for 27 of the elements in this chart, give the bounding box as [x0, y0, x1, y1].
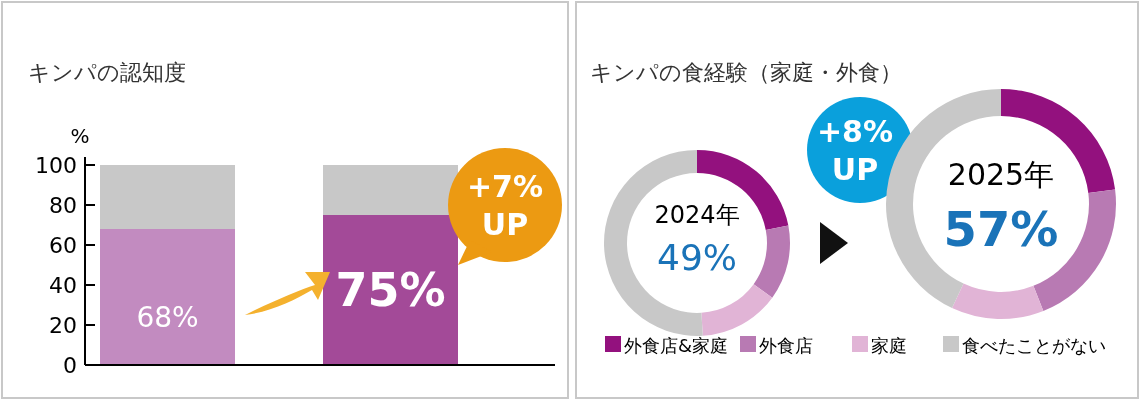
- data-label: 75%: [335, 263, 446, 317]
- text: +8% UP: [816, 113, 894, 187]
- donut-slice: [701, 284, 773, 336]
- y-axis-title: %: [70, 124, 90, 148]
- y-tick-label: 60: [49, 232, 77, 258]
- y-tick-label: 0: [63, 352, 77, 378]
- bar: [100, 229, 235, 365]
- text: 2024年: [654, 201, 740, 229]
- donut-slice: [952, 283, 1044, 319]
- chart-title: キンパの認知度: [28, 60, 186, 85]
- legend-label: 外食店: [759, 334, 813, 356]
- legend-label: 食べたことがない: [962, 334, 1106, 356]
- donut-slice: [753, 225, 790, 298]
- data-label: 68%: [136, 300, 199, 334]
- y-tick-label: 20: [49, 312, 77, 338]
- annotation: +7% UP: [466, 168, 544, 242]
- bar: [323, 215, 458, 365]
- y-tick-label: 100: [35, 152, 77, 178]
- y-tick-label: 80: [49, 192, 77, 218]
- text: 2025年: [947, 156, 1055, 192]
- text: 49%: [656, 236, 738, 278]
- legend-label: 家庭: [871, 334, 907, 356]
- y-tick-label: 40: [49, 272, 77, 298]
- chart-title: キンパの食経験（家庭・外食）: [590, 60, 902, 85]
- legend-label: 外食店&家庭: [624, 334, 729, 356]
- bar: [100, 165, 235, 229]
- text: 57%: [943, 201, 1059, 257]
